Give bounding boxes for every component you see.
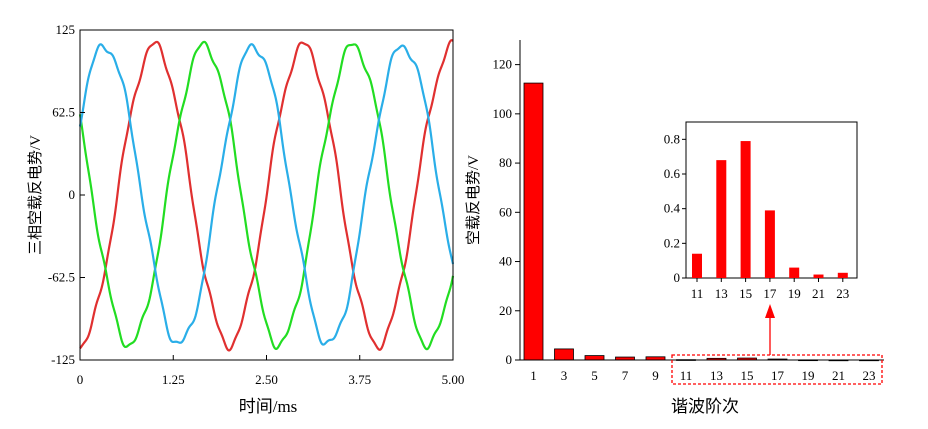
harmonic-x-tick-label: 11 (680, 368, 693, 383)
inset-bar-19 (789, 267, 800, 278)
waveform-y-tick-label: -125 (51, 352, 75, 367)
waveform-y-tick-label: 125 (56, 22, 76, 37)
inset-bar-17 (764, 210, 775, 278)
inset-bar-13 (716, 160, 727, 278)
harmonic-y-tick-label: 20 (499, 303, 512, 318)
waveform-y-tick-label: 62.5 (52, 105, 75, 120)
harmonic-x-tick-label: 23 (863, 368, 876, 383)
inset-x-tick-label: 11 (691, 286, 704, 301)
waveform-x-axis-label: 时间/ms (239, 397, 298, 416)
inset-bar-23 (837, 272, 848, 278)
harmonic-x-tick-label: 21 (832, 368, 845, 383)
waveform-y-tick-label: 0 (69, 187, 76, 202)
waveform-plot-area (78, 39, 455, 352)
harmonic-x-tick-label: 9 (652, 368, 659, 383)
waveform-x-tick-label: 1.25 (162, 372, 185, 387)
harmonic-y-tick-label: 80 (499, 155, 512, 170)
harmonic-y-axis-label: 空载反电势/V (465, 155, 482, 245)
harmonic-bar-5 (584, 355, 605, 361)
harmonic-x-tick-label: 17 (771, 368, 785, 383)
harmonic-bar-3 (554, 348, 574, 361)
inset-tick-labels: 11 13 15 17 19 21 23 0 0.2 0.4 0.6 0.8 (664, 131, 850, 301)
harmonic-x-tick-label: 7 (622, 368, 629, 383)
inset-y-tick-label: 0 (674, 270, 681, 285)
phase-waveform-line-2 (78, 40, 455, 351)
harmonic-x-tick-label: 15 (741, 368, 754, 383)
inset-y-tick-label: 0.4 (664, 201, 681, 216)
inset-bars (692, 141, 848, 278)
waveform-y-axis-label: 三相空载反电势/V (27, 135, 44, 255)
harmonic-y-tick-label: 0 (506, 352, 513, 367)
inset-x-tick-label: 13 (715, 286, 728, 301)
waveform-x-tick-label: 0 (77, 372, 84, 387)
harmonic-inset-chart: 11 13 15 17 19 21 23 0 0.2 0.4 0.6 0.8 (664, 121, 858, 301)
inset-bar-21 (813, 274, 824, 278)
harmonic-x-tick-label: 13 (710, 368, 723, 383)
waveform-axes-frame (79, 29, 454, 361)
inset-x-tick-label: 19 (788, 286, 801, 301)
harmonic-x-tick-label: 5 (591, 368, 598, 383)
harmonic-x-tick-label: 3 (561, 368, 568, 383)
harmonic-x-tick-label: 1 (530, 368, 537, 383)
inset-y-tick-label: 0.6 (664, 166, 681, 181)
high-order-highlight-box (671, 354, 883, 385)
harmonic-y-tick-label: 100 (493, 106, 513, 121)
harmonic-y-tick-label: 120 (493, 57, 513, 72)
waveform-x-tick-label: 5.00 (442, 372, 465, 387)
waveform-y-tick-label: -62.5 (48, 270, 75, 285)
waveform-x-tick-label: 2.50 (255, 372, 278, 387)
inset-bar-11 (692, 253, 702, 278)
inset-bar-15 (740, 141, 751, 278)
harmonic-x-tick-label: 19 (802, 368, 815, 383)
harmonic-y-tick-label: 60 (499, 204, 512, 219)
waveform-tick-labels: 0 1.25 2.50 3.75 5.00 125 62.5 0 -62.5 -125 (48, 22, 464, 387)
inset-x-tick-label: 21 (812, 286, 825, 301)
inset-arrow-head (765, 304, 775, 318)
inset-x-tick-label: 23 (836, 286, 849, 301)
harmonic-x-axis-label: 谐波阶次 (671, 397, 739, 416)
inset-x-tick-label: 15 (739, 286, 752, 301)
phase-waveform-line-3 (78, 43, 455, 346)
harmonic-y-tick-label: 40 (499, 254, 512, 269)
harmonic-bar-1 (523, 82, 544, 361)
waveform-x-tick-label: 3.75 (348, 372, 371, 387)
inset-x-tick-label: 17 (763, 286, 777, 301)
inset-y-tick-label: 0.8 (664, 131, 680, 146)
emf-waveform-chart: 0 1.25 2.50 3.75 5.00 125 62.5 0 -62.5 -125 时间/ms… (27, 22, 464, 416)
phase-waveform-line-1 (79, 39, 454, 352)
inset-y-tick-label: 0.2 (664, 235, 680, 250)
